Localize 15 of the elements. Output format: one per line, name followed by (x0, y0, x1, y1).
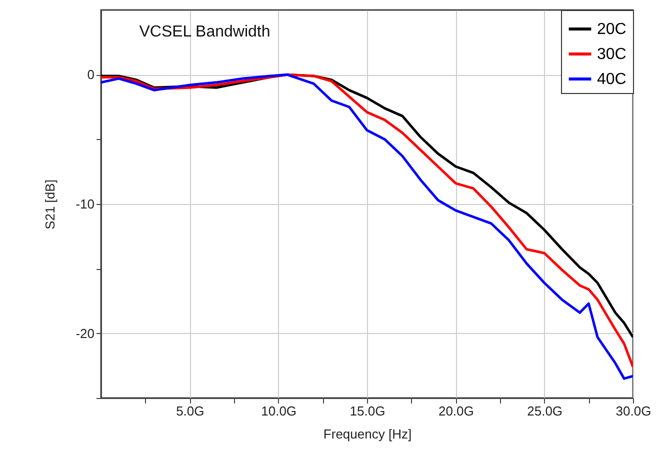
x-tick-label: 25.0G (527, 404, 563, 418)
legend-label: 30C (597, 46, 626, 63)
y-tick-label: 0 (87, 67, 94, 82)
x-axis-title: Frequency [Hz] (323, 426, 412, 442)
text: VCSEL Bandwidth (139, 24, 270, 40)
y-tick-label: -20 (76, 326, 94, 341)
y-tick-label: -10 (76, 196, 94, 212)
x-tick-label: 15.0G (350, 404, 386, 418)
x-tick-label: 5.0G (176, 404, 204, 418)
legend-label: 20C (597, 21, 626, 38)
x-tick-label: 20.0G (438, 404, 474, 418)
legend-label: 40C (597, 71, 626, 88)
x-tick-label: 10.0G (261, 404, 297, 418)
x-tick-label: 30.0G (616, 404, 652, 418)
y-axis-title: S21 [dB] (42, 180, 58, 230)
